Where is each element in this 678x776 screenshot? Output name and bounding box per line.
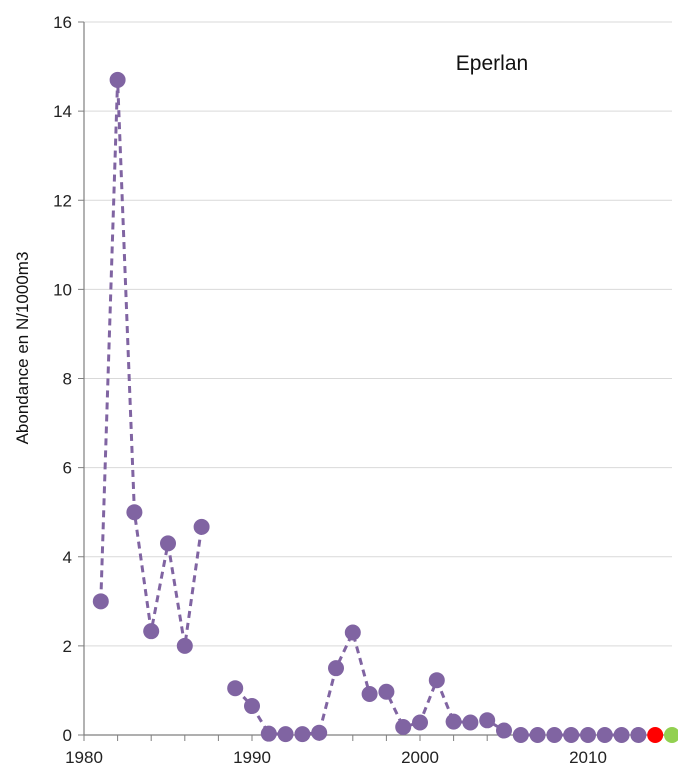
data-point	[244, 698, 260, 715]
data-point	[92, 593, 109, 610]
data-point	[445, 713, 462, 730]
x-tick-label: 1990	[233, 748, 271, 767]
data-point	[277, 726, 294, 743]
data-point	[512, 727, 529, 743]
x-tick-label: 2010	[569, 748, 607, 767]
y-tick-label: 4	[63, 548, 72, 567]
data-point	[193, 518, 210, 535]
y-axis-title: Abondance en N/1000m3	[13, 252, 32, 445]
data-point	[328, 660, 344, 677]
data-point	[294, 726, 311, 743]
axes: 0 2 4 6 8 10 12 14 16 1980 1990 2000 2010	[53, 13, 672, 767]
chart-title: Eperlan	[456, 52, 528, 75]
y-tick-label: 14	[53, 102, 72, 121]
data-point	[546, 727, 563, 743]
data-point	[496, 722, 512, 739]
data-point	[412, 714, 428, 731]
data-point	[479, 712, 496, 729]
data-point	[227, 680, 244, 697]
data-points	[92, 71, 678, 743]
data-point	[580, 727, 596, 743]
data-point	[109, 71, 126, 88]
x-tick-label: 1980	[65, 748, 103, 767]
data-point	[143, 623, 160, 640]
y-tick-label: 6	[63, 459, 72, 478]
series-layer	[99, 79, 639, 737]
y-tick-label: 10	[53, 280, 72, 299]
data-point	[361, 686, 378, 703]
data-point	[529, 727, 546, 743]
data-point	[613, 727, 630, 743]
y-tick-label: 0	[63, 726, 72, 745]
data-point	[160, 535, 176, 552]
data-point	[260, 725, 277, 742]
y-tick-label: 8	[63, 370, 72, 389]
gridlines	[84, 21, 672, 647]
data-point	[176, 637, 193, 654]
data-point	[428, 672, 445, 689]
data-point	[630, 727, 647, 743]
data-point	[462, 714, 479, 731]
y-tick-label: 12	[53, 191, 72, 210]
data-point	[395, 718, 412, 735]
y-tick-label: 2	[63, 637, 72, 656]
data-point	[378, 683, 395, 700]
x-tick-label: 2000	[401, 748, 439, 767]
data-point	[563, 727, 580, 743]
highlight-point	[647, 727, 664, 743]
series-line	[99, 79, 204, 647]
y-tick-label: 16	[53, 13, 72, 32]
data-point	[311, 724, 328, 741]
data-point	[596, 727, 613, 743]
data-point	[126, 504, 143, 521]
data-point	[344, 624, 361, 641]
highlight-point	[664, 727, 678, 743]
